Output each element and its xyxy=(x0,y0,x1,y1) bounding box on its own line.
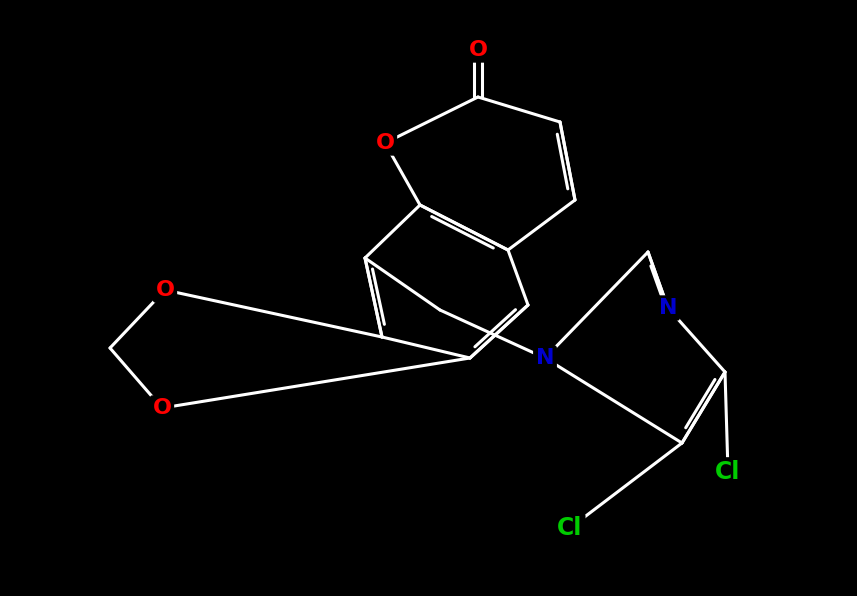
Text: Cl: Cl xyxy=(716,460,740,484)
Text: N: N xyxy=(659,298,677,318)
Text: O: O xyxy=(153,398,171,418)
Text: O: O xyxy=(469,40,488,60)
Text: O: O xyxy=(375,133,394,153)
Text: O: O xyxy=(155,280,175,300)
Text: Cl: Cl xyxy=(557,516,583,540)
Text: N: N xyxy=(536,348,554,368)
